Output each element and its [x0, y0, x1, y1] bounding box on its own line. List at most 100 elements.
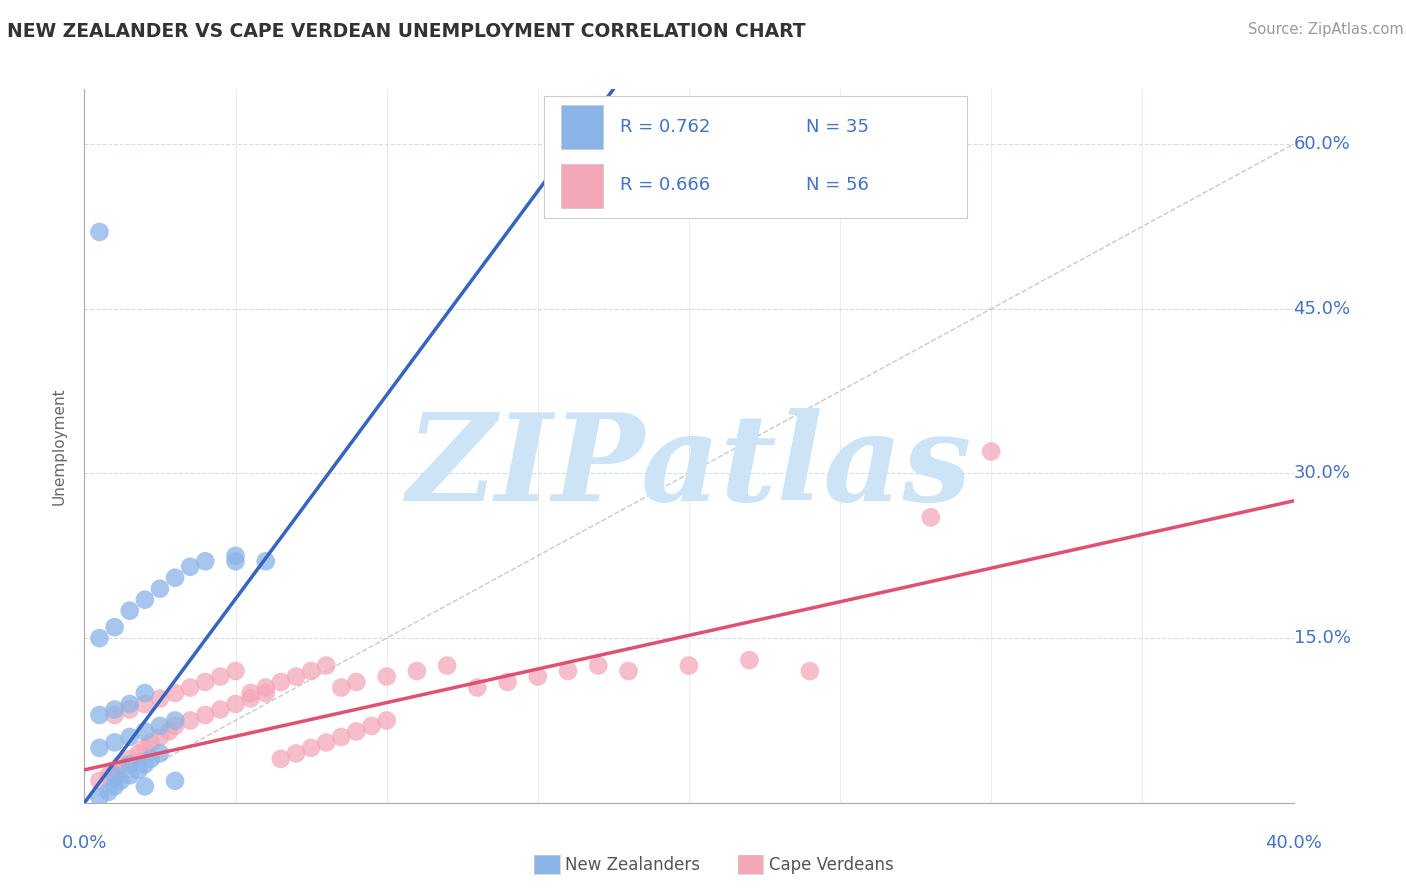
Point: [110, 773, 132, 788]
Point: [299, 740, 322, 755]
Point: [104, 702, 127, 716]
Point: [97, 768, 120, 782]
Point: [496, 675, 519, 690]
Point: [118, 697, 141, 711]
Point: [225, 697, 247, 711]
Point: [118, 752, 141, 766]
Point: [118, 604, 141, 618]
Point: [346, 675, 368, 690]
Point: [134, 740, 156, 755]
Point: [134, 724, 156, 739]
Point: [225, 554, 247, 568]
Point: [436, 658, 458, 673]
Point: [118, 730, 141, 744]
Point: [89, 790, 111, 805]
Point: [104, 708, 127, 723]
Point: [104, 735, 127, 749]
Point: [346, 724, 368, 739]
Text: Cape Verdeans: Cape Verdeans: [769, 856, 894, 874]
Point: [526, 669, 548, 683]
Point: [980, 444, 1002, 458]
Point: [799, 664, 821, 678]
Point: [163, 714, 186, 728]
Point: [89, 773, 111, 788]
Point: [163, 719, 186, 733]
Y-axis label: Unemployment: Unemployment: [51, 387, 66, 505]
Point: [254, 681, 277, 695]
Text: 0.0%: 0.0%: [62, 834, 107, 852]
Point: [375, 669, 398, 683]
Point: [209, 702, 232, 716]
Point: [738, 653, 761, 667]
Point: [270, 675, 292, 690]
Point: [239, 686, 262, 700]
Point: [406, 664, 429, 678]
Point: [467, 681, 489, 695]
Point: [149, 582, 172, 596]
Point: [104, 780, 127, 794]
Point: [134, 592, 156, 607]
Text: 60.0%: 60.0%: [1294, 135, 1350, 153]
Text: New Zealanders: New Zealanders: [565, 856, 700, 874]
Point: [254, 554, 277, 568]
Text: Source: ZipAtlas.com: Source: ZipAtlas.com: [1247, 22, 1403, 37]
Point: [89, 740, 111, 755]
Point: [194, 708, 217, 723]
Point: [239, 691, 262, 706]
Point: [330, 681, 353, 695]
Point: [149, 719, 172, 733]
Point: [97, 785, 120, 799]
Point: [375, 714, 398, 728]
Point: [284, 747, 308, 761]
Point: [118, 757, 141, 772]
Point: [134, 686, 156, 700]
Point: [128, 747, 150, 761]
Point: [270, 752, 292, 766]
Point: [678, 658, 700, 673]
Point: [139, 752, 162, 766]
Point: [179, 681, 201, 695]
Point: [104, 763, 127, 777]
Point: [225, 664, 247, 678]
Point: [134, 780, 156, 794]
Point: [330, 730, 353, 744]
Text: 30.0%: 30.0%: [1294, 465, 1350, 483]
Point: [163, 773, 186, 788]
Point: [179, 559, 201, 574]
Point: [588, 658, 610, 673]
Point: [163, 686, 186, 700]
Point: [149, 730, 172, 744]
Point: [299, 664, 322, 678]
Point: [315, 735, 337, 749]
Point: [110, 757, 132, 772]
Point: [284, 669, 308, 683]
Point: [139, 735, 162, 749]
Point: [225, 549, 247, 563]
Point: [89, 225, 111, 239]
Text: 40.0%: 40.0%: [1265, 834, 1322, 852]
Point: [163, 571, 186, 585]
Point: [557, 664, 579, 678]
Point: [209, 669, 232, 683]
Point: [89, 708, 111, 723]
Point: [118, 702, 141, 716]
Point: [179, 714, 201, 728]
Point: [315, 658, 337, 673]
Point: [360, 719, 382, 733]
Point: [149, 747, 172, 761]
Point: [617, 664, 640, 678]
Point: [89, 631, 111, 645]
Point: [194, 554, 217, 568]
Point: [149, 691, 172, 706]
Text: 45.0%: 45.0%: [1294, 300, 1351, 318]
Point: [104, 620, 127, 634]
Point: [134, 697, 156, 711]
Point: [128, 763, 150, 777]
Point: [157, 724, 180, 739]
Point: [920, 510, 942, 524]
Point: [104, 768, 127, 782]
Text: 15.0%: 15.0%: [1294, 629, 1351, 647]
Point: [134, 757, 156, 772]
Text: ZIPatlas: ZIPatlas: [406, 409, 972, 526]
Text: NEW ZEALANDER VS CAPE VERDEAN UNEMPLOYMENT CORRELATION CHART: NEW ZEALANDER VS CAPE VERDEAN UNEMPLOYME…: [7, 22, 806, 41]
